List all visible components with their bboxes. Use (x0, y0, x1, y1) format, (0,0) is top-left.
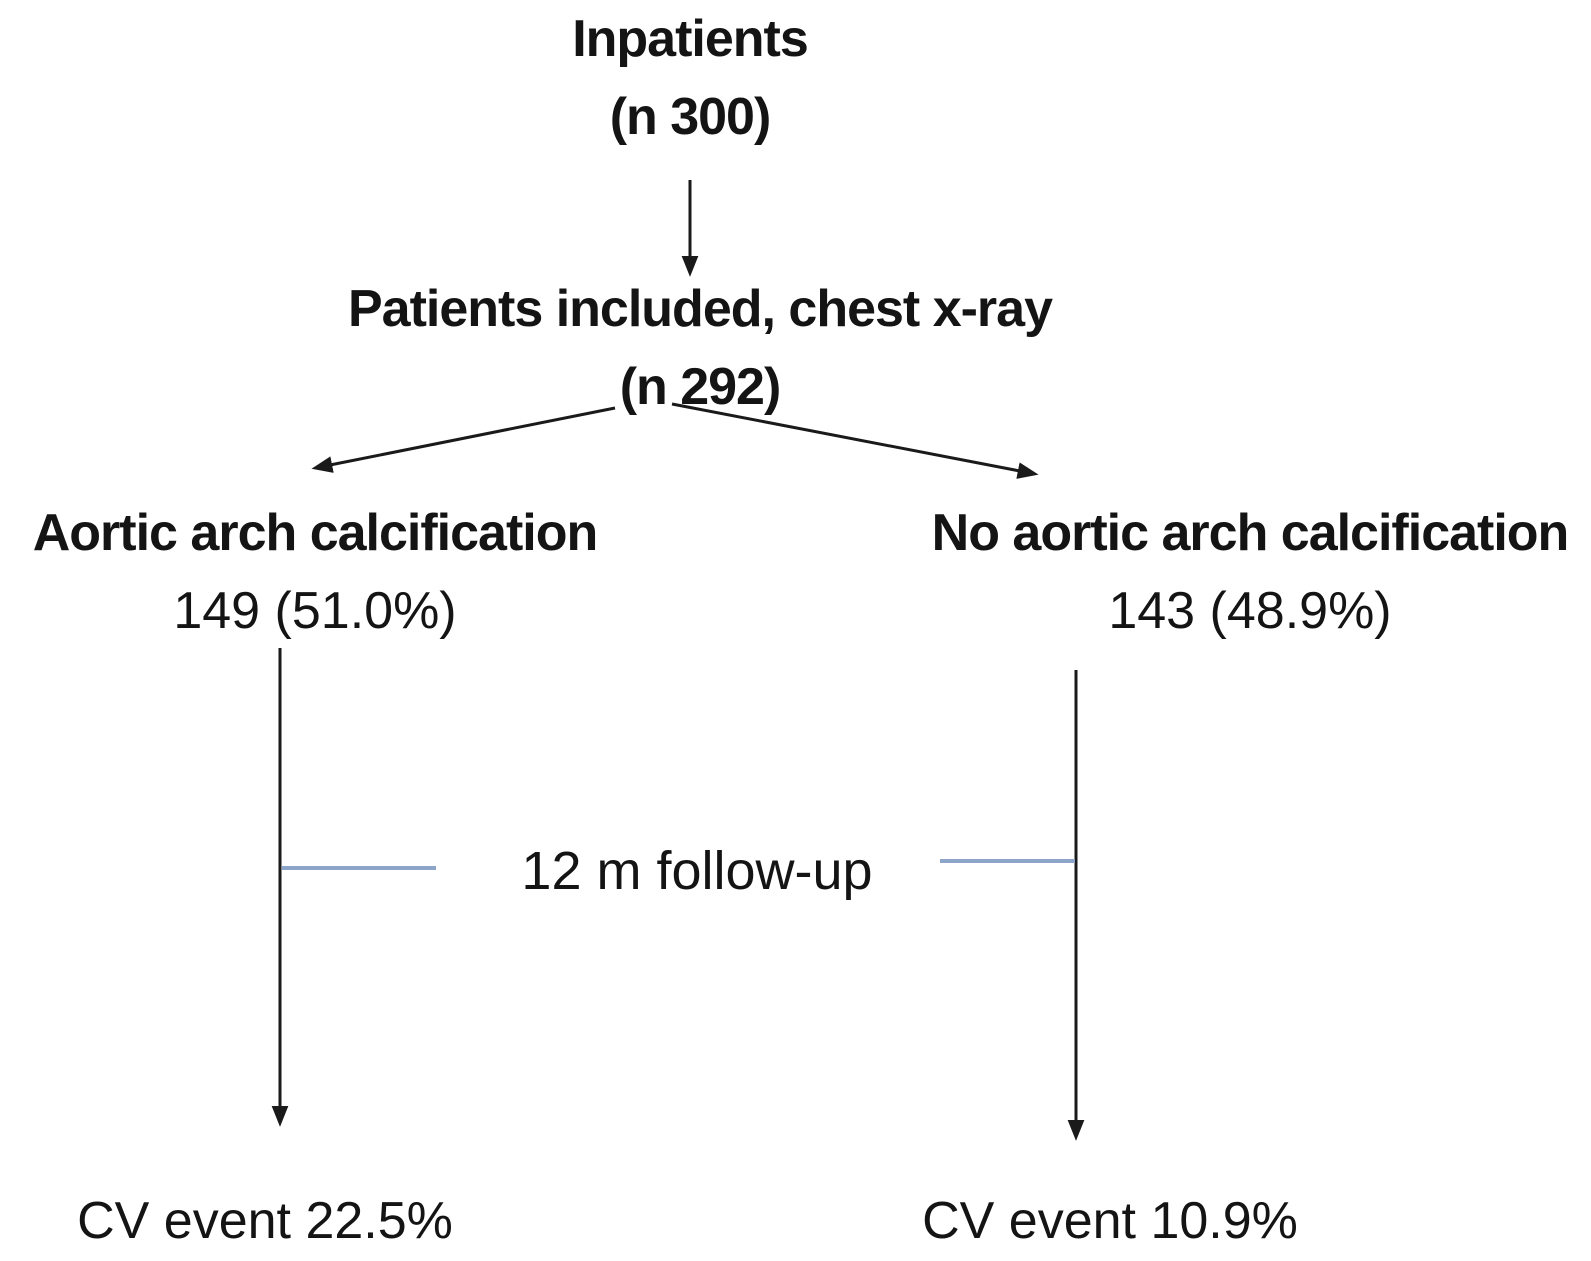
node-aortic-arch-calcification: Aortic arch calcification 149 (51.0%) (0, 494, 630, 650)
node-inpatients-count: (n 300) (609, 88, 772, 146)
node-aortic-arch-calcification-title: Aortic arch calcification (32, 504, 599, 562)
node-aortic-arch-calcification-value: 149 (51.0%) (173, 582, 457, 640)
arrow-included-to-calcification (311, 406, 616, 473)
node-no-aortic-arch-calcification: No aortic arch calcification 143 (48.9%) (910, 494, 1590, 650)
node-no-aortic-arch-calcification-value: 143 (48.9%) (1108, 582, 1392, 640)
arrow-included-to-no-calcification (671, 402, 1039, 479)
node-patients-included-count: (n 292) (619, 358, 782, 416)
node-inpatients: Inpatients (n 300) (390, 0, 990, 156)
label-followup: 12 m follow-up (521, 841, 873, 901)
node-patients-included-title: Patients included, chest x-ray (347, 280, 1053, 338)
node-inpatients-title: Inpatients (572, 10, 809, 68)
node-patients-included: Patients included, chest x-ray (n 292) (300, 270, 1100, 426)
node-no-aortic-arch-calcification-title: No aortic arch calcification (931, 504, 1570, 562)
label-cv-event-left: CV event 22.5% (77, 1192, 453, 1250)
label-cv-event-right: CV event 10.9% (922, 1192, 1298, 1250)
